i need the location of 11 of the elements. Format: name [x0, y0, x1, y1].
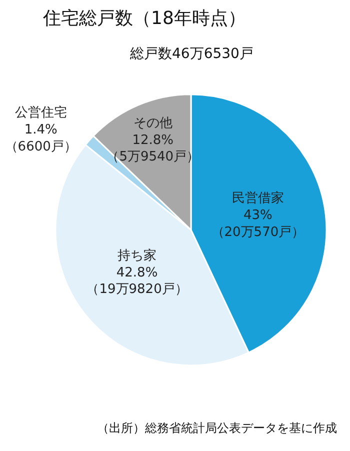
- data-label: 43% （20万570戸）: [211, 208, 305, 240]
- chart-title: 住宅総戸数（18年時点）: [42, 8, 246, 29]
- chart-subtitle: 総戸数46万6530戸: [129, 46, 254, 62]
- data-label: 42.8% （19万9820戸）: [86, 265, 188, 298]
- slice-label: 持ち家: [118, 247, 157, 264]
- data-label: 1.4% （6600戸）: [4, 122, 77, 154]
- slice-label: 公営住宅: [14, 104, 67, 120]
- data-label: 12.8% （5万9540戸）: [106, 132, 200, 165]
- slice-label: その他: [133, 116, 172, 131]
- text: （出所）総務省統計局公表データを基に作成: [97, 421, 337, 435]
- slice-label: 民営借家: [232, 190, 284, 206]
